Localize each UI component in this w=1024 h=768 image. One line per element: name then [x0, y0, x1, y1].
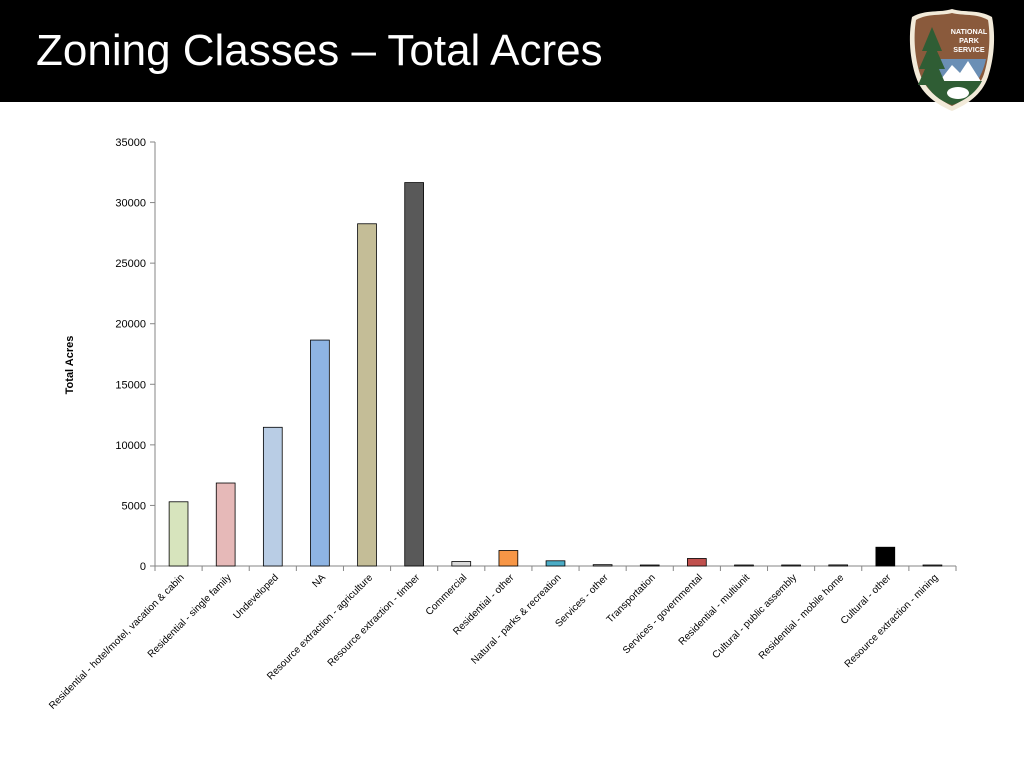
- x-tick-label: NA: [310, 572, 328, 590]
- x-tick-label: Resource extraction - timber: [326, 572, 423, 669]
- bar: [168, 501, 189, 567]
- x-axis: [154, 565, 957, 571]
- bar: [310, 339, 330, 567]
- bar: [592, 564, 613, 567]
- title-bar: [0, 0, 1024, 102]
- logo-text-line-2: PARK: [959, 36, 980, 45]
- x-tick-label: Services - governmental: [621, 572, 705, 656]
- y-tick-label: 15000: [115, 379, 146, 391]
- x-tick-label: Resource extraction - mining: [843, 572, 941, 670]
- logo-bison: [947, 87, 969, 99]
- y-axis-title: Total Acres: [64, 336, 76, 395]
- x-tick-label: Residential - single family: [146, 572, 234, 660]
- logo-text-line-1: NATIONAL: [951, 27, 988, 36]
- bar: [734, 564, 754, 567]
- bar-series: [168, 182, 943, 567]
- bar: [451, 561, 472, 567]
- y-axis: 0 5000 10000 15000 20000 25000 30000 35000: [115, 137, 156, 573]
- x-tick-label: Commercial: [424, 572, 469, 617]
- x-tick-label: Undeveloped: [231, 572, 280, 621]
- y-tick-label: 35000: [115, 137, 146, 149]
- bar: [404, 182, 424, 567]
- y-tick-label: 0: [140, 561, 146, 573]
- bar: [215, 482, 236, 567]
- y-tick-label: 25000: [115, 258, 146, 270]
- bar: [922, 564, 943, 567]
- bar: [498, 550, 519, 567]
- y-tick-label: 30000: [115, 198, 146, 210]
- logo-text-line-3: SERVICE: [953, 45, 985, 54]
- x-tick-labels: Residential - hotel/motel, vacation & ca…: [47, 572, 940, 712]
- logo-mountain: [938, 61, 982, 83]
- bar: [545, 560, 566, 567]
- y-tick-label: 10000: [115, 440, 146, 452]
- slide-title: Zoning Classes – Total Acres: [36, 26, 603, 75]
- y-tick-label: 20000: [115, 319, 146, 331]
- bar: [357, 223, 377, 567]
- x-tick-label: Natural - parks & recreation: [469, 572, 563, 666]
- bar: [639, 564, 660, 567]
- bar: [262, 426, 283, 567]
- x-tick-label: Transportation: [605, 572, 658, 625]
- x-tick-label: Residential - mobile home: [757, 572, 847, 662]
- bar: [687, 558, 707, 567]
- bar: [828, 564, 849, 567]
- y-tick-label: 5000: [122, 500, 146, 512]
- nps-arrowhead-logo: NATIONAL PARK SERVICE: [909, 9, 995, 111]
- bar: [781, 564, 801, 567]
- logo-tree: [918, 27, 946, 85]
- bar: [875, 546, 896, 567]
- x-tick-label: Cultural - public assembly: [710, 572, 799, 661]
